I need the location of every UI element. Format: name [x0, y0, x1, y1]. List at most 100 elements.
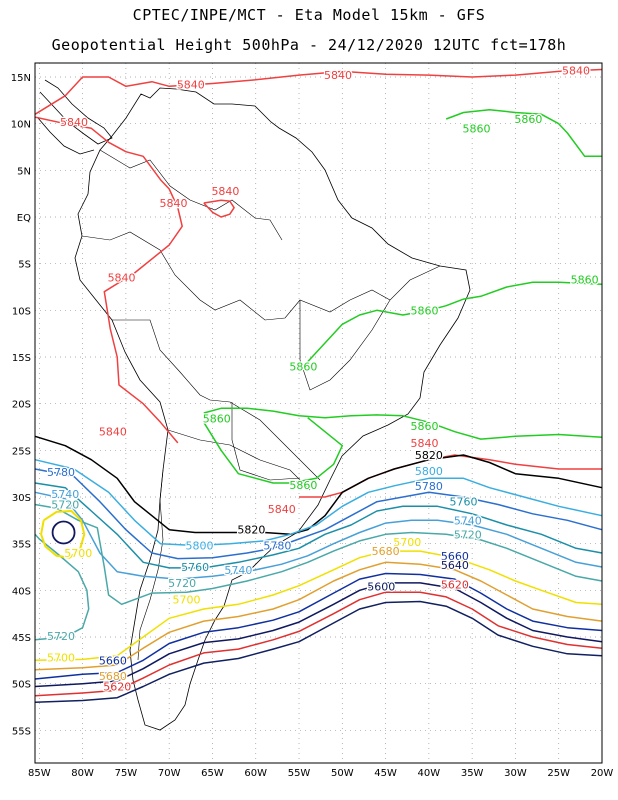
lon-tick-label: 80W [71, 768, 94, 779]
contour-5840 [34, 116, 183, 444]
contour-label-5860: 5860 [462, 122, 490, 135]
lat-tick-label: 5N [17, 166, 31, 177]
contour-label-5640: 5640 [441, 559, 469, 572]
central-america-coastline [39, 79, 113, 145]
contour-5700 [40, 510, 86, 559]
contour-label-5860: 5860 [289, 360, 317, 373]
map-title-line2: Geopotential Height 500hPa - 24/12/2020 … [51, 36, 567, 54]
contour-5840 [203, 199, 235, 218]
lat-tick-label: 35S [12, 540, 31, 551]
contour-5600 [34, 600, 603, 704]
axis-ticks: 85W 80W 75W 70W 65W 60W 55W 50W 45W 40W 35W 30W 25W 2… [11, 73, 614, 779]
contour-5700 [34, 550, 603, 662]
lat-tick-label: 5S [18, 260, 31, 271]
contour-5800 [34, 458, 603, 547]
contour-label-5840: 5840 [177, 78, 205, 91]
contour-label-5720: 5720 [454, 528, 482, 541]
coastlines-and-borders [37, 79, 471, 731]
contour-label-5720: 5720 [168, 577, 196, 590]
contour-label-5700: 5700 [172, 594, 200, 607]
contour-5660 [34, 572, 603, 680]
contour-5720 [34, 503, 603, 606]
contour-label-5860: 5860 [203, 413, 231, 426]
contour-label-5740: 5740 [51, 488, 79, 501]
lon-tick-label: 50W [331, 768, 354, 779]
map-frame [34, 62, 603, 764]
contour-label-5780: 5780 [47, 466, 75, 479]
lon-tick-label: 25W [547, 768, 570, 779]
lat-tick-label: 10N [11, 120, 31, 131]
contour-5860 [203, 407, 603, 440]
contour-5680 [34, 561, 603, 671]
central-america-pacific-coast [37, 117, 95, 155]
lat-tick-label: 30S [12, 493, 31, 504]
contour-label-5840: 5840 [108, 272, 136, 285]
contour-label-5840: 5840 [324, 69, 352, 82]
contour-label-5680: 5680 [99, 670, 127, 683]
lon-tick-label: 45W [374, 768, 397, 779]
contour-5740 [34, 491, 603, 580]
lat-tick-label: EQ [17, 213, 31, 224]
lon-tick-label: 85W [28, 768, 51, 779]
contour-label-5660: 5660 [441, 550, 469, 563]
lat-tick-label: 20S [12, 400, 31, 411]
contour-label-5840: 5840 [211, 185, 239, 198]
contour-label-5760: 5760 [181, 561, 209, 574]
contour-label-5860: 5860 [571, 274, 599, 287]
contour-label-5860: 5860 [514, 113, 542, 126]
lon-tick-label: 35W [461, 768, 484, 779]
contour-5780 [34, 468, 603, 560]
contour-5620 [34, 591, 603, 697]
contour-label-5800: 5800 [415, 465, 443, 478]
contour-5760 [34, 482, 603, 569]
contour-label-5620: 5620 [441, 579, 469, 592]
contour-label-5800: 5800 [185, 540, 213, 553]
contour-5640 [34, 582, 603, 688]
lat-tick-label: 15N [11, 73, 31, 84]
contour-5820 [34, 435, 603, 536]
contour-label-5840: 5840 [99, 426, 127, 439]
contour-label-5700: 5700 [393, 536, 421, 549]
contour-label-5740: 5740 [454, 514, 482, 527]
contour-5860 [203, 417, 344, 484]
contour-label-5700: 5700 [47, 652, 75, 665]
contour-label-5860: 5860 [411, 304, 439, 317]
contour-label-5840: 5840 [562, 64, 590, 77]
lat-tick-label: 15S [12, 353, 31, 364]
contour-label-5840: 5840 [411, 437, 439, 450]
contour-labels: 5840 5840 5840 5840 5840 5840 5840 5840 5840 5840… [46, 63, 600, 695]
contour-label-5720: 5720 [47, 630, 75, 643]
height-contours [34, 68, 603, 704]
contour-label-5740: 5740 [224, 564, 252, 577]
lat-tick-label: 50S [12, 680, 31, 691]
contour-label-5860: 5860 [411, 420, 439, 433]
lat-tick-label: 40S [12, 586, 31, 597]
contour-label-5840: 5840 [160, 197, 188, 210]
lon-tick-label: 65W [201, 768, 224, 779]
lat-tick-label: 25S [12, 446, 31, 457]
contour-label-5840: 5840 [268, 503, 296, 516]
contour-label-5780: 5780 [415, 480, 443, 493]
lon-tick-label: 30W [504, 768, 527, 779]
map-title-line1: CPTEC/INPE/MCT - Eta Model 15km - GFS [132, 6, 486, 24]
contour-label-5780: 5780 [263, 540, 291, 553]
lon-tick-label: 55W [288, 768, 311, 779]
contour-low-center [51, 520, 76, 545]
south-america-coastline [74, 87, 471, 731]
lon-tick-label: 75W [115, 768, 138, 779]
contour-label-5620: 5620 [103, 680, 131, 693]
contour-5860 [307, 281, 603, 363]
contour-label-5720: 5720 [51, 498, 79, 511]
country-borders [81, 149, 441, 661]
contour-label-5760: 5760 [449, 496, 477, 509]
contour-label-5660: 5660 [99, 654, 127, 667]
contour-5860 [445, 108, 602, 158]
lon-tick-label: 40W [418, 768, 441, 779]
contour-label-5700: 5700 [64, 547, 92, 560]
contour-label-5820: 5820 [237, 524, 265, 537]
lon-tick-label: 70W [158, 768, 181, 779]
contour-5840 [34, 68, 603, 115]
lat-tick-label: 45S [12, 633, 31, 644]
contour-label-5600: 5600 [367, 581, 395, 594]
